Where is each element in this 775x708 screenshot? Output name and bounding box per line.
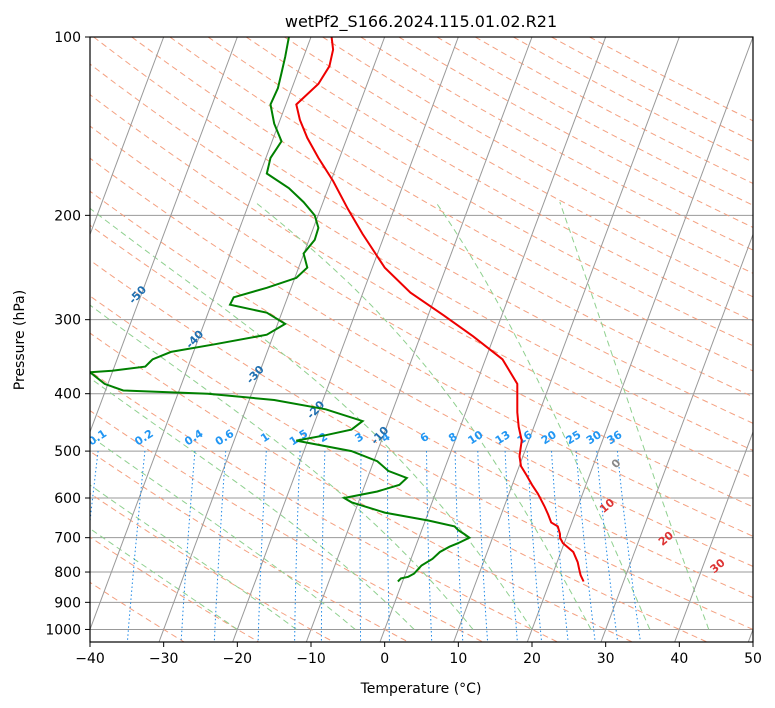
moist-adiabat-line bbox=[435, 201, 651, 630]
y-tick-label: 100 bbox=[54, 30, 81, 46]
mixing-ratio-line bbox=[359, 451, 362, 642]
moist-adiabat-line bbox=[559, 201, 710, 630]
dry-adiabat-line bbox=[90, 224, 753, 599]
mixing-ratio-line bbox=[180, 451, 196, 642]
y-tick-label: 900 bbox=[54, 595, 81, 611]
x-tick-label: 40 bbox=[670, 651, 688, 667]
x-tick-label: −40 bbox=[75, 651, 105, 667]
isotherm-line bbox=[674, 430, 753, 642]
isotherm-line bbox=[379, 37, 607, 642]
x-tick-label: 50 bbox=[744, 651, 762, 667]
dry-adiabat-line bbox=[90, 581, 185, 642]
plot-frame bbox=[89, 36, 754, 643]
y-tick-label: 800 bbox=[54, 565, 81, 581]
moist-adiabat-line bbox=[90, 435, 356, 630]
isotherm-line bbox=[232, 37, 459, 642]
mixing-ratio-line bbox=[213, 451, 227, 642]
x-tick-label: −10 bbox=[296, 651, 326, 667]
moist-adiabat-line bbox=[90, 377, 415, 630]
dry-adiabat-line bbox=[90, 370, 558, 642]
mixing-ratio-line bbox=[575, 451, 596, 642]
moist-adiabat-line bbox=[90, 207, 533, 630]
dry-adiabat-line bbox=[90, 536, 260, 642]
mixing-ratio-line bbox=[426, 451, 433, 642]
chart-title: wetPf2_S166.2024.115.01.02.R21 bbox=[285, 12, 557, 32]
y-tick-label: 200 bbox=[54, 208, 81, 224]
dry-adiabat-line bbox=[90, 410, 484, 642]
mixing-ratio-line bbox=[477, 451, 489, 642]
mixing-ratio-line bbox=[551, 451, 569, 642]
y-tick-label: 1000 bbox=[45, 622, 81, 638]
mixing-ratio-line bbox=[320, 451, 326, 642]
mixing-ratio-line bbox=[596, 451, 619, 642]
mixing-ratio-line bbox=[257, 451, 267, 642]
moist-adiabat-line bbox=[90, 304, 474, 630]
y-axis-label: Pressure (hPa) bbox=[12, 290, 28, 390]
y-tick-label: 600 bbox=[54, 491, 81, 507]
y-tick-label: 300 bbox=[54, 313, 81, 329]
isotherm-line bbox=[90, 37, 165, 236]
moist-adiabat-line bbox=[254, 201, 592, 630]
isotherm-line bbox=[90, 37, 312, 631]
mixing-ratio-line bbox=[294, 451, 301, 642]
x-tick-label: 20 bbox=[523, 651, 541, 667]
mixing-ratio-line bbox=[526, 451, 543, 642]
y-tick-label: 700 bbox=[54, 531, 81, 547]
x-tick-label: 10 bbox=[449, 651, 467, 667]
x-tick-label: −20 bbox=[223, 651, 253, 667]
dry-adiabat-line bbox=[90, 125, 753, 508]
plot-area: 0.10.20.40.611.52346810131620253036-100-… bbox=[90, 37, 753, 642]
x-axis-label: Temperature (°C) bbox=[360, 681, 482, 697]
mixing-ratio-line bbox=[616, 451, 641, 642]
y-tick-label: 400 bbox=[54, 387, 81, 403]
y-tick-label: 500 bbox=[54, 444, 81, 460]
mixing-ratio-line bbox=[504, 451, 518, 642]
axis-ticks: −40 −30 −20 −10 0 10 20 30 40 50 100 200 300 400 500 60… bbox=[45, 30, 762, 667]
isotherm-line bbox=[600, 233, 753, 642]
isotherm-line bbox=[158, 37, 386, 642]
mixing-ratio-line bbox=[387, 451, 390, 642]
x-tick-label: 30 bbox=[597, 651, 615, 667]
x-tick-label: 0 bbox=[380, 651, 389, 667]
isotherm-line bbox=[526, 37, 753, 642]
isotherm-line bbox=[453, 37, 680, 642]
isotherm-line bbox=[90, 37, 238, 434]
mixing-ratio-line bbox=[126, 451, 146, 642]
dewpoint-profile-line bbox=[90, 37, 472, 583]
isotherm-line bbox=[305, 37, 533, 642]
x-tick-label: −30 bbox=[149, 651, 179, 667]
moist-adiabat-line bbox=[90, 484, 297, 630]
temperature-profile-line bbox=[295, 37, 585, 582]
dry-adiabat-line bbox=[90, 259, 753, 630]
mixing-ratio-line bbox=[454, 451, 464, 642]
